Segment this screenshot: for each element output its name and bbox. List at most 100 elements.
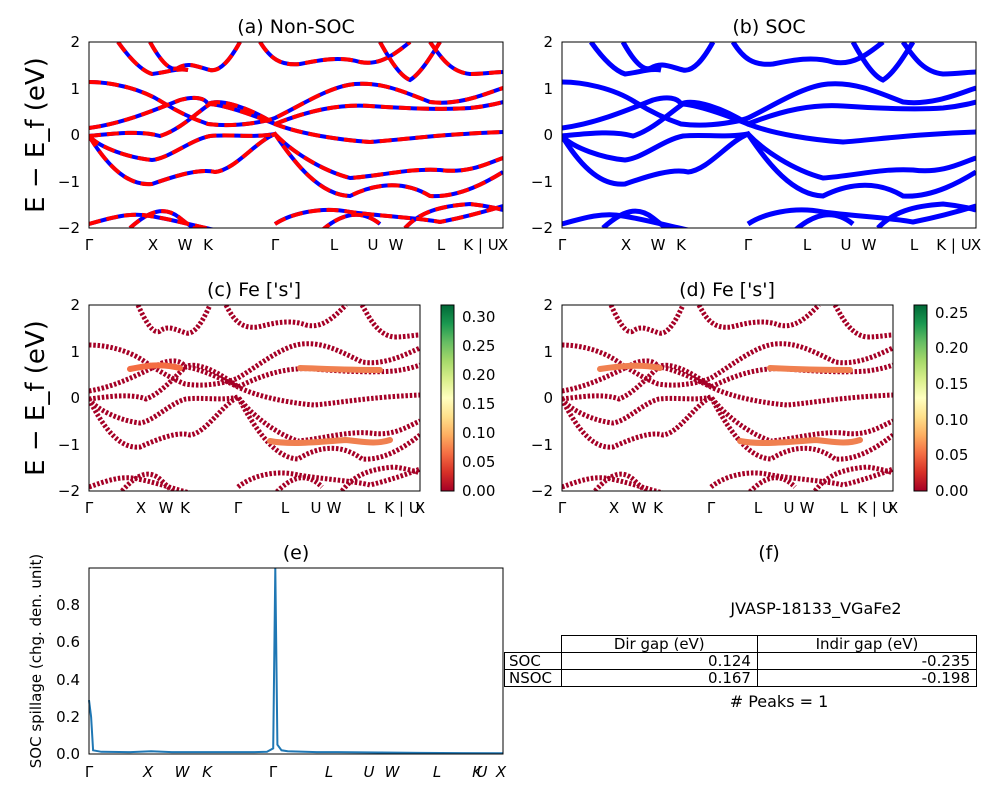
panel-d-colorbar-tick: 0.00 xyxy=(935,482,968,500)
panel-a-xtick: X xyxy=(498,236,508,254)
panel-c-bands xyxy=(89,305,420,491)
table-header: Indir gap (eV) xyxy=(756,635,978,653)
panel-a-frame xyxy=(88,41,504,229)
table-corner xyxy=(505,636,562,653)
gap-table: Dir gap (eV) Indir gap (eV) SOC 0.124 -0… xyxy=(504,635,978,687)
panel-b-yticks: 2 1 0 −1 −2 xyxy=(531,33,553,237)
panel-d-xtick: Γ xyxy=(707,499,716,517)
panel-b-xtick: W xyxy=(862,236,877,254)
panel-a-xtick: L xyxy=(330,236,339,254)
panel-a-ytick: 0 xyxy=(70,126,80,144)
panel-d-xtick: K xyxy=(653,499,664,517)
panel-c-colorbar-gradient xyxy=(440,304,455,492)
panel-b-xtick: Γ xyxy=(558,236,567,254)
panel-d-ytick: 0 xyxy=(543,389,553,407)
panel-d-ytick: 2 xyxy=(543,296,553,314)
panel-a-ytick: 2 xyxy=(70,33,80,51)
panel-b-title: (b) SOC xyxy=(732,16,805,38)
panel-a-title: (a) Non-SOC xyxy=(237,16,355,38)
panel-d-colorbar-tick: 0.20 xyxy=(935,339,968,357)
panel-b-ytick: −1 xyxy=(531,173,553,191)
panel-c-xtick: K | U xyxy=(384,499,419,517)
panel-c-xtick: L xyxy=(281,499,290,517)
panel-d-highlight xyxy=(597,362,863,446)
panel-a-xtick: K | U xyxy=(463,236,498,254)
panel-c-title: (c) Fe ['s'] xyxy=(207,279,301,301)
table-row-label: NSOC xyxy=(504,669,562,687)
panel-c-xtick: Γ xyxy=(234,499,243,517)
panel-d-title: (d) Fe ['s'] xyxy=(679,279,775,301)
panel-a-xtick: Γ xyxy=(85,236,94,254)
panel-b-xtick: W xyxy=(651,236,666,254)
panel-e-ytick: 0.4 xyxy=(56,671,80,689)
panel-c-xtick: K xyxy=(180,499,191,517)
panel-d-colorbar: 0.00 0.05 0.10 0.15 0.20 0.25 xyxy=(913,304,968,500)
panel-b-xtick: X xyxy=(621,236,631,254)
panel-c-xtick: U xyxy=(311,499,322,517)
panel-c-xtick: W xyxy=(159,499,174,517)
panel-e: (e) 0.0 0.2 0.4 0.6 0.8 SOC spillage (ch… xyxy=(27,542,507,781)
panel-c-ytick: 0 xyxy=(70,389,80,407)
spillage-line xyxy=(88,567,504,755)
panel-d-yticks: 2 1 0 −1 −2 xyxy=(531,296,553,500)
panel-e-xtick: W xyxy=(175,763,191,781)
panel-b-xtick: K xyxy=(676,236,687,254)
panel-b-ytick: 1 xyxy=(543,80,553,98)
panel-c-xtick: Γ xyxy=(85,499,94,517)
panel-d-xtick: U xyxy=(784,499,795,517)
panel-d-xticks: Γ X W K Γ L U W L K | U X xyxy=(558,499,898,517)
panel-d-xtick: Γ xyxy=(558,499,567,517)
panel-d-colorbar-tick: 0.05 xyxy=(935,446,968,464)
table-row: NSOC 0.167 -0.198 xyxy=(504,669,978,687)
panel-a-xtick: K xyxy=(203,236,214,254)
panel-e-ytick: 0.2 xyxy=(56,708,80,726)
panel-f-footer: # Peaks = 1 xyxy=(730,692,829,711)
table-cell: -0.235 xyxy=(756,652,978,670)
table-cell: 0.124 xyxy=(560,652,758,670)
panel-d-xtick: L xyxy=(754,499,763,517)
panel-c-xtick: X xyxy=(136,499,146,517)
panel-e-ylabel: SOC spillage (chg. den. unit) xyxy=(27,554,45,769)
panel-d-xtick: X xyxy=(888,499,898,517)
panel-c-colorbar-tick: 0.30 xyxy=(462,308,495,326)
panel-e-frame xyxy=(88,567,504,755)
panel-c-ytick: −2 xyxy=(58,482,80,500)
panel-c-colorbar-tick: 0.15 xyxy=(462,395,495,413)
table-header-row: Dir gap (eV) Indir gap (eV) xyxy=(505,635,978,653)
panel-a-bands xyxy=(89,42,503,228)
panel-a-ytick: −1 xyxy=(58,173,80,191)
panel-d-ytick: −1 xyxy=(531,436,553,454)
panel-e-ytick: 0.6 xyxy=(56,633,80,651)
panel-d-colorbar-tick: 0.15 xyxy=(935,375,968,393)
panel-c-frame xyxy=(88,304,421,492)
panel-a-xtick: W xyxy=(178,236,193,254)
panel-d-xtick: L xyxy=(840,499,849,517)
panel-b-xtick: Γ xyxy=(744,236,753,254)
panel-b: (b) SOC 2 1 0 −1 −2 Γ X W K Γ L U xyxy=(531,16,981,254)
panel-d-xtick: W xyxy=(632,499,647,517)
table-row-label: SOC xyxy=(504,652,562,670)
panel-b-xticks: Γ X W K Γ L U W L K | U X xyxy=(558,236,981,254)
table-row: SOC 0.124 -0.235 xyxy=(504,652,978,670)
panel-b-ytick: 2 xyxy=(543,33,553,51)
panel-e-xtick: U xyxy=(477,763,488,781)
panel-b-ytick: −2 xyxy=(531,219,553,237)
panel-e-xtick: Γ xyxy=(269,763,278,781)
panel-e-ytick: 0.0 xyxy=(56,745,80,763)
panel-e-yticks: 0.0 0.2 0.4 0.6 0.8 xyxy=(56,596,80,763)
panel-a-ytick: 1 xyxy=(70,80,80,98)
panel-d-ytick: −2 xyxy=(531,482,553,500)
panel-e-xtick: W xyxy=(385,763,401,781)
panel-a-ylabel: E − E_f (eV) xyxy=(21,57,51,213)
panel-e-xtick: X xyxy=(495,763,507,781)
panel-f: (f) JVASP-18133_VGaFe2 # Peaks = 1 xyxy=(729,542,901,711)
panel-d-frame xyxy=(561,304,894,492)
panel-c-highlight xyxy=(127,362,393,446)
panel-d: (d) Fe ['s'] 2 1 0 −1 −2 Γ X W xyxy=(531,279,969,517)
panel-c-ylabel: E − E_f (eV) xyxy=(21,320,51,476)
panel-c-colorbar-tick: 0.20 xyxy=(462,366,495,384)
panel-d-xtick: W xyxy=(800,499,815,517)
panel-c-colorbar-tick: 0.00 xyxy=(462,482,495,500)
panel-c-colorbar-tick: 0.25 xyxy=(462,337,495,355)
panel-a-xtick: U xyxy=(368,236,379,254)
